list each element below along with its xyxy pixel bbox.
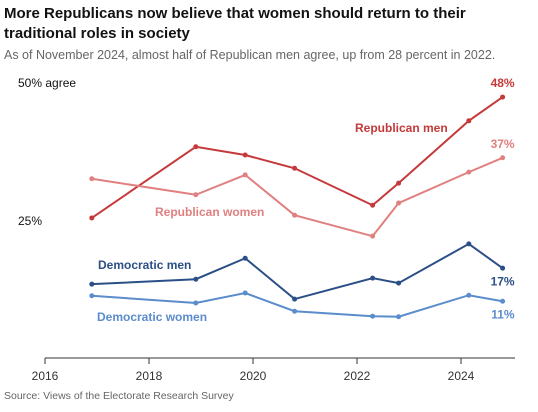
data-point [500,298,506,304]
data-point [193,144,199,150]
series-line [91,291,503,318]
series-label: Democratic men [98,258,191,272]
series-label: Republican men [355,121,448,135]
y-tick-label: 25% [18,214,42,228]
data-point [500,155,506,161]
data-point [396,280,402,286]
data-point [292,212,298,218]
data-point [242,172,248,178]
data-point [89,281,95,287]
x-tick-label: 2020 [240,369,267,383]
data-point [242,152,248,158]
data-point [370,313,376,319]
data-point [292,165,298,171]
value-label: 37% [491,137,515,151]
data-point [396,314,402,320]
y-tick-label: 50% agree [18,76,76,90]
data-point [370,275,376,281]
data-point [193,192,199,198]
data-point [370,233,376,239]
x-tick-label: 2018 [136,369,163,383]
value-label: 48% [491,76,515,90]
series-label: Democratic women [97,310,207,324]
data-point [500,94,506,100]
data-point [242,290,248,296]
data-point [466,118,472,124]
data-point [89,176,95,182]
data-point [370,202,376,208]
series-line [91,242,504,301]
data-point [242,255,248,261]
x-tick-label: 2022 [344,369,371,383]
chart-title: More Republicans now believe that women … [4,5,466,42]
data-point [193,300,199,306]
value-label: 17% [491,274,515,288]
series-line [91,96,504,219]
series-line [91,156,503,238]
value-label: 11% [491,307,515,321]
source-note: Source: Views of the Electorate Research… [4,390,234,402]
data-point [89,215,95,221]
data-point [396,200,402,206]
data-point [466,241,472,247]
data-point [500,265,506,271]
series-label: Republican women [155,205,264,219]
x-tick-label: 2016 [32,369,59,383]
data-point [466,169,472,175]
data-point [466,292,472,298]
x-tick-label: 2024 [448,369,475,383]
data-point [396,180,402,186]
data-point [292,296,298,302]
data-point [89,293,95,299]
chart-subtitle: As of November 2024, almost half of Repu… [4,48,496,62]
data-point [292,308,298,314]
data-point [193,276,199,282]
